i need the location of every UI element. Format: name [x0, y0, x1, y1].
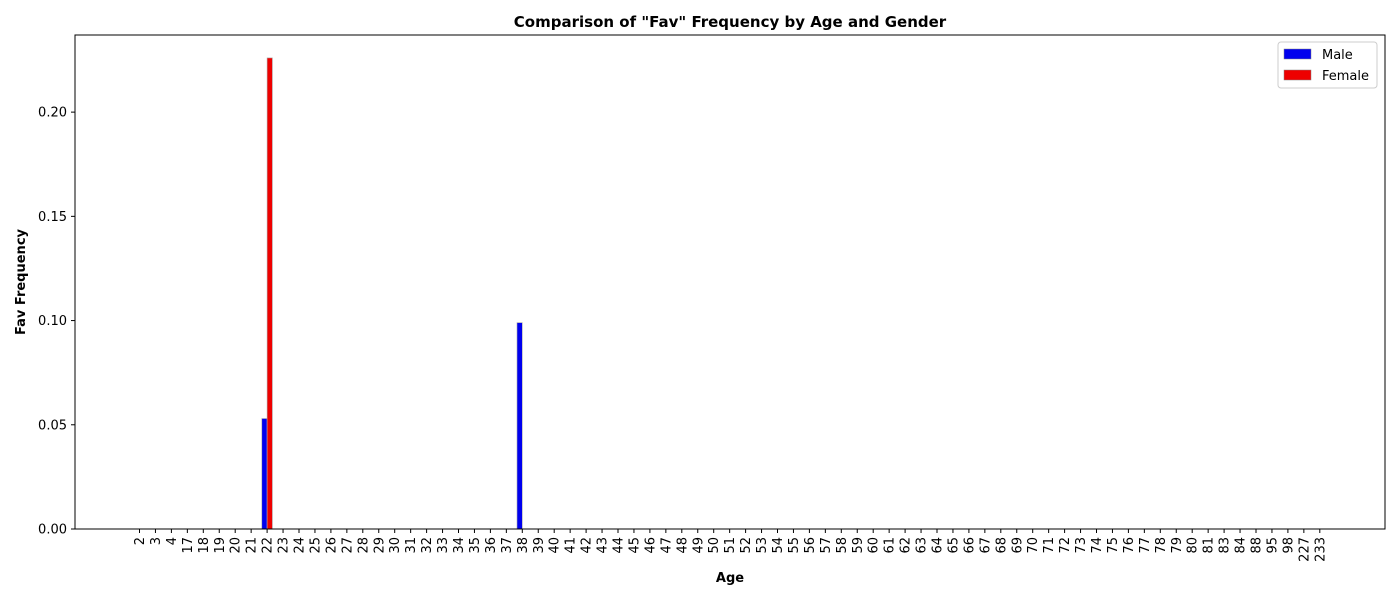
x-tick-label: 83 [1218, 537, 1233, 554]
x-tick-label: 58 [835, 537, 850, 554]
x-tick-label: 51 [723, 537, 738, 554]
x-tick-label: 38 [516, 537, 531, 554]
y-tick-label: 0.20 [38, 106, 67, 121]
x-tick-label: 233 [1313, 537, 1328, 562]
x-tick-label: 70 [1026, 537, 1041, 554]
legend-label-female: Female [1322, 69, 1369, 84]
x-tick-label: 46 [643, 537, 658, 554]
x-tick-label: 54 [771, 537, 786, 554]
chart-title: Comparison of "Fav" Frequency by Age and… [514, 13, 947, 31]
x-tick-label: 47 [659, 537, 674, 554]
x-tick-label: 74 [1090, 537, 1105, 554]
x-tick-label: 84 [1234, 537, 1249, 554]
x-tick-label: 63 [915, 537, 930, 554]
x-tick-label: 61 [883, 537, 898, 554]
x-tick-label: 3 [149, 537, 164, 545]
y-axis-label: Fav Frequency [14, 228, 29, 335]
x-tick-label: 60 [867, 537, 882, 554]
x-tick-label: 32 [420, 537, 435, 554]
x-tick-label: 37 [500, 537, 515, 554]
y-tick-label: 0.00 [38, 523, 67, 538]
x-tick-label: 62 [899, 537, 914, 554]
x-tick-label: 76 [1122, 537, 1137, 554]
y-axis: 0.00 0.05 0.10 0.15 0.20 [38, 106, 75, 538]
x-tick-label: 34 [452, 537, 467, 554]
x-tick-label: 20 [229, 537, 244, 554]
x-tick-label: 44 [612, 537, 627, 554]
x-tick-label: 19 [213, 537, 228, 554]
x-tick-label: 45 [627, 537, 642, 554]
x-tick-label: 27 [340, 537, 355, 554]
x-tick-label: 17 [181, 537, 196, 554]
legend-label-male: Male [1322, 48, 1353, 63]
x-tick-label: 22 [261, 537, 276, 554]
y-tick-label: 0.15 [38, 210, 67, 225]
x-tick-label: 43 [596, 537, 611, 554]
x-tick-label: 18 [197, 537, 212, 554]
x-tick-label: 98 [1281, 537, 1296, 554]
x-tick-label: 4 [165, 537, 180, 545]
x-tick-label: 41 [564, 537, 579, 554]
x-tick-label: 42 [580, 537, 595, 554]
x-tick-label: 78 [1154, 537, 1169, 554]
x-axis-label: Age [716, 571, 744, 586]
x-tick-label: 49 [691, 537, 706, 554]
legend-swatch-female [1283, 69, 1312, 81]
x-tick-label: 72 [1058, 537, 1073, 554]
x-tick-label: 30 [388, 537, 403, 554]
x-tick-label: 73 [1074, 537, 1089, 554]
x-tick-label: 40 [548, 537, 563, 554]
x-tick-label: 29 [372, 537, 387, 554]
x-tick-label: 68 [994, 537, 1009, 554]
x-tick-label: 2 [133, 537, 148, 545]
x-tick-label: 52 [739, 537, 754, 554]
y-tick-label: 0.10 [38, 314, 67, 329]
x-axis: 2 3 4 17 18 19 20 21 22 23 24 25 26 27 28 29 30 31 32 33 34 3… [133, 529, 1328, 562]
x-tick-label: 88 [1250, 537, 1265, 554]
x-tick-label: 66 [962, 537, 977, 554]
x-tick-label: 31 [404, 537, 419, 554]
x-tick-label: 39 [532, 537, 547, 554]
bar-male-age-22 [261, 418, 268, 530]
x-tick-label: 65 [946, 537, 961, 554]
x-tick-label: 26 [324, 537, 339, 554]
legend-swatch-male [1283, 48, 1312, 60]
x-tick-label: 77 [1138, 537, 1153, 554]
bar-male-age-38 [516, 322, 523, 530]
x-tick-label: 57 [819, 537, 834, 554]
x-tick-label: 28 [356, 537, 371, 554]
x-tick-label: 227 [1297, 537, 1312, 562]
x-tick-label: 21 [245, 537, 260, 554]
x-tick-label: 56 [803, 537, 818, 554]
x-tick-label: 25 [308, 537, 323, 554]
x-tick-label: 33 [436, 537, 451, 554]
x-tick-label: 81 [1202, 537, 1217, 554]
x-tick-label: 23 [277, 537, 292, 554]
x-tick-label: 75 [1106, 537, 1121, 554]
x-tick-label: 24 [293, 537, 308, 554]
x-tick-label: 59 [851, 537, 866, 554]
x-tick-label: 55 [787, 537, 802, 554]
x-tick-label: 80 [1186, 537, 1201, 554]
x-tick-label: 48 [675, 537, 690, 554]
x-tick-label: 67 [978, 537, 993, 554]
x-tick-label: 35 [468, 537, 483, 554]
x-tick-label: 36 [484, 537, 499, 554]
x-tick-label: 79 [1170, 537, 1185, 554]
legend: Male Female [1277, 41, 1378, 89]
y-tick-label: 0.05 [38, 418, 67, 433]
x-tick-label: 69 [1010, 537, 1025, 554]
plot-area [261, 57, 523, 530]
bar-female-age-22 [266, 57, 273, 530]
x-tick-label: 95 [1265, 537, 1280, 554]
x-tick-label: 53 [755, 537, 770, 554]
x-tick-label: 64 [931, 537, 946, 554]
x-tick-label: 71 [1042, 537, 1057, 554]
x-tick-label: 50 [707, 537, 722, 554]
